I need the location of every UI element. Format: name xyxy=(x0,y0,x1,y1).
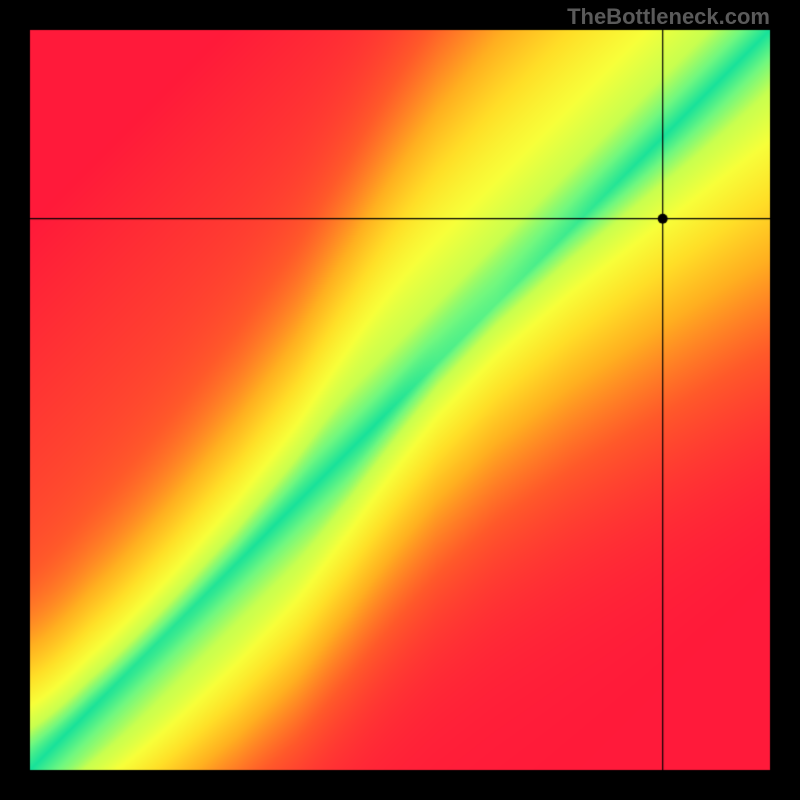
bottleneck-heatmap-canvas xyxy=(0,0,800,800)
watermark-text: TheBottleneck.com xyxy=(567,4,770,30)
chart-container: TheBottleneck.com xyxy=(0,0,800,800)
